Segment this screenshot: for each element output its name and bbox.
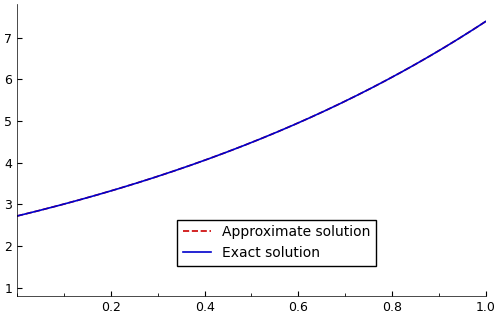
Exact solution xyxy=(388,76,394,80)
Exact solution xyxy=(380,80,386,84)
Approximate solution xyxy=(483,19,489,23)
Approximate solution xyxy=(220,151,226,155)
Exact solution xyxy=(336,102,342,106)
Approximate solution xyxy=(336,102,342,106)
Approximate solution xyxy=(62,202,68,206)
Exact solution xyxy=(14,214,20,218)
Exact solution xyxy=(62,202,68,206)
Exact solution xyxy=(483,19,489,23)
Approximate solution xyxy=(380,80,386,84)
Line: Exact solution: Exact solution xyxy=(17,21,486,216)
Approximate solution xyxy=(388,76,394,80)
Exact solution xyxy=(204,158,210,162)
Approximate solution xyxy=(14,214,20,218)
Approximate solution xyxy=(204,158,210,162)
Exact solution xyxy=(220,151,226,155)
Legend: Approximate solution, Exact solution: Approximate solution, Exact solution xyxy=(178,220,376,266)
Line: Approximate solution: Approximate solution xyxy=(17,21,486,216)
